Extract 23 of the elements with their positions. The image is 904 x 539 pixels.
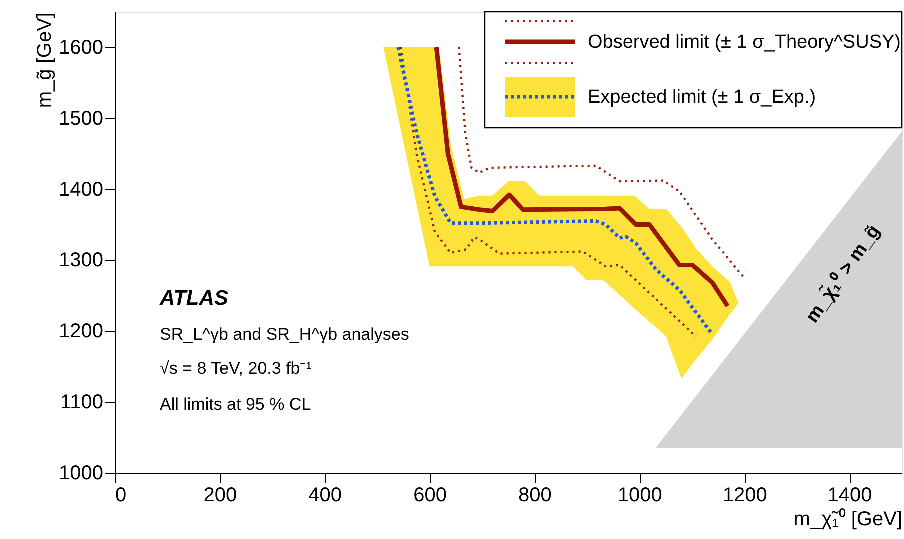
y-tick-label: 1400 xyxy=(59,178,104,201)
x-axis-title: m_χ̃₁⁰ [GeV] xyxy=(794,508,902,530)
y-tick-label: 1500 xyxy=(59,108,104,130)
y-tick-label: 1100 xyxy=(60,392,104,414)
x-tick-label: 0 xyxy=(116,484,127,506)
x-tick-label: 1000 xyxy=(618,484,662,506)
x-tick-label: 600 xyxy=(414,484,447,506)
annotation: ATLAS xyxy=(159,287,228,310)
annotation: √s = 8 TeV, 20.3 fb⁻¹ xyxy=(160,359,312,378)
y-axis-title: m_g̃ [GeV] xyxy=(34,12,56,108)
y-tick-label: 1200 xyxy=(59,320,104,343)
annotation: SR_L^γb and SR_H^γb analyses xyxy=(160,325,410,344)
x-tick-label: 1200 xyxy=(722,484,768,506)
y-tick-label: 1000 xyxy=(59,462,104,484)
y-tick-label: 1600 xyxy=(59,36,104,59)
legend-label: Expected limit (± 1 σ_Exp.) xyxy=(588,87,816,108)
x-tick-label: 200 xyxy=(204,484,238,506)
x-tick-label: 400 xyxy=(308,484,342,506)
x-tick-label: 800 xyxy=(518,484,552,506)
legend-label: Observed limit (± 1 σ_Theory^SUSY) xyxy=(588,32,901,53)
x-tick-label: 1400 xyxy=(828,484,872,506)
annotation: All limits at 95 % CL xyxy=(160,395,312,414)
y-tick-label: 1300 xyxy=(59,250,104,272)
